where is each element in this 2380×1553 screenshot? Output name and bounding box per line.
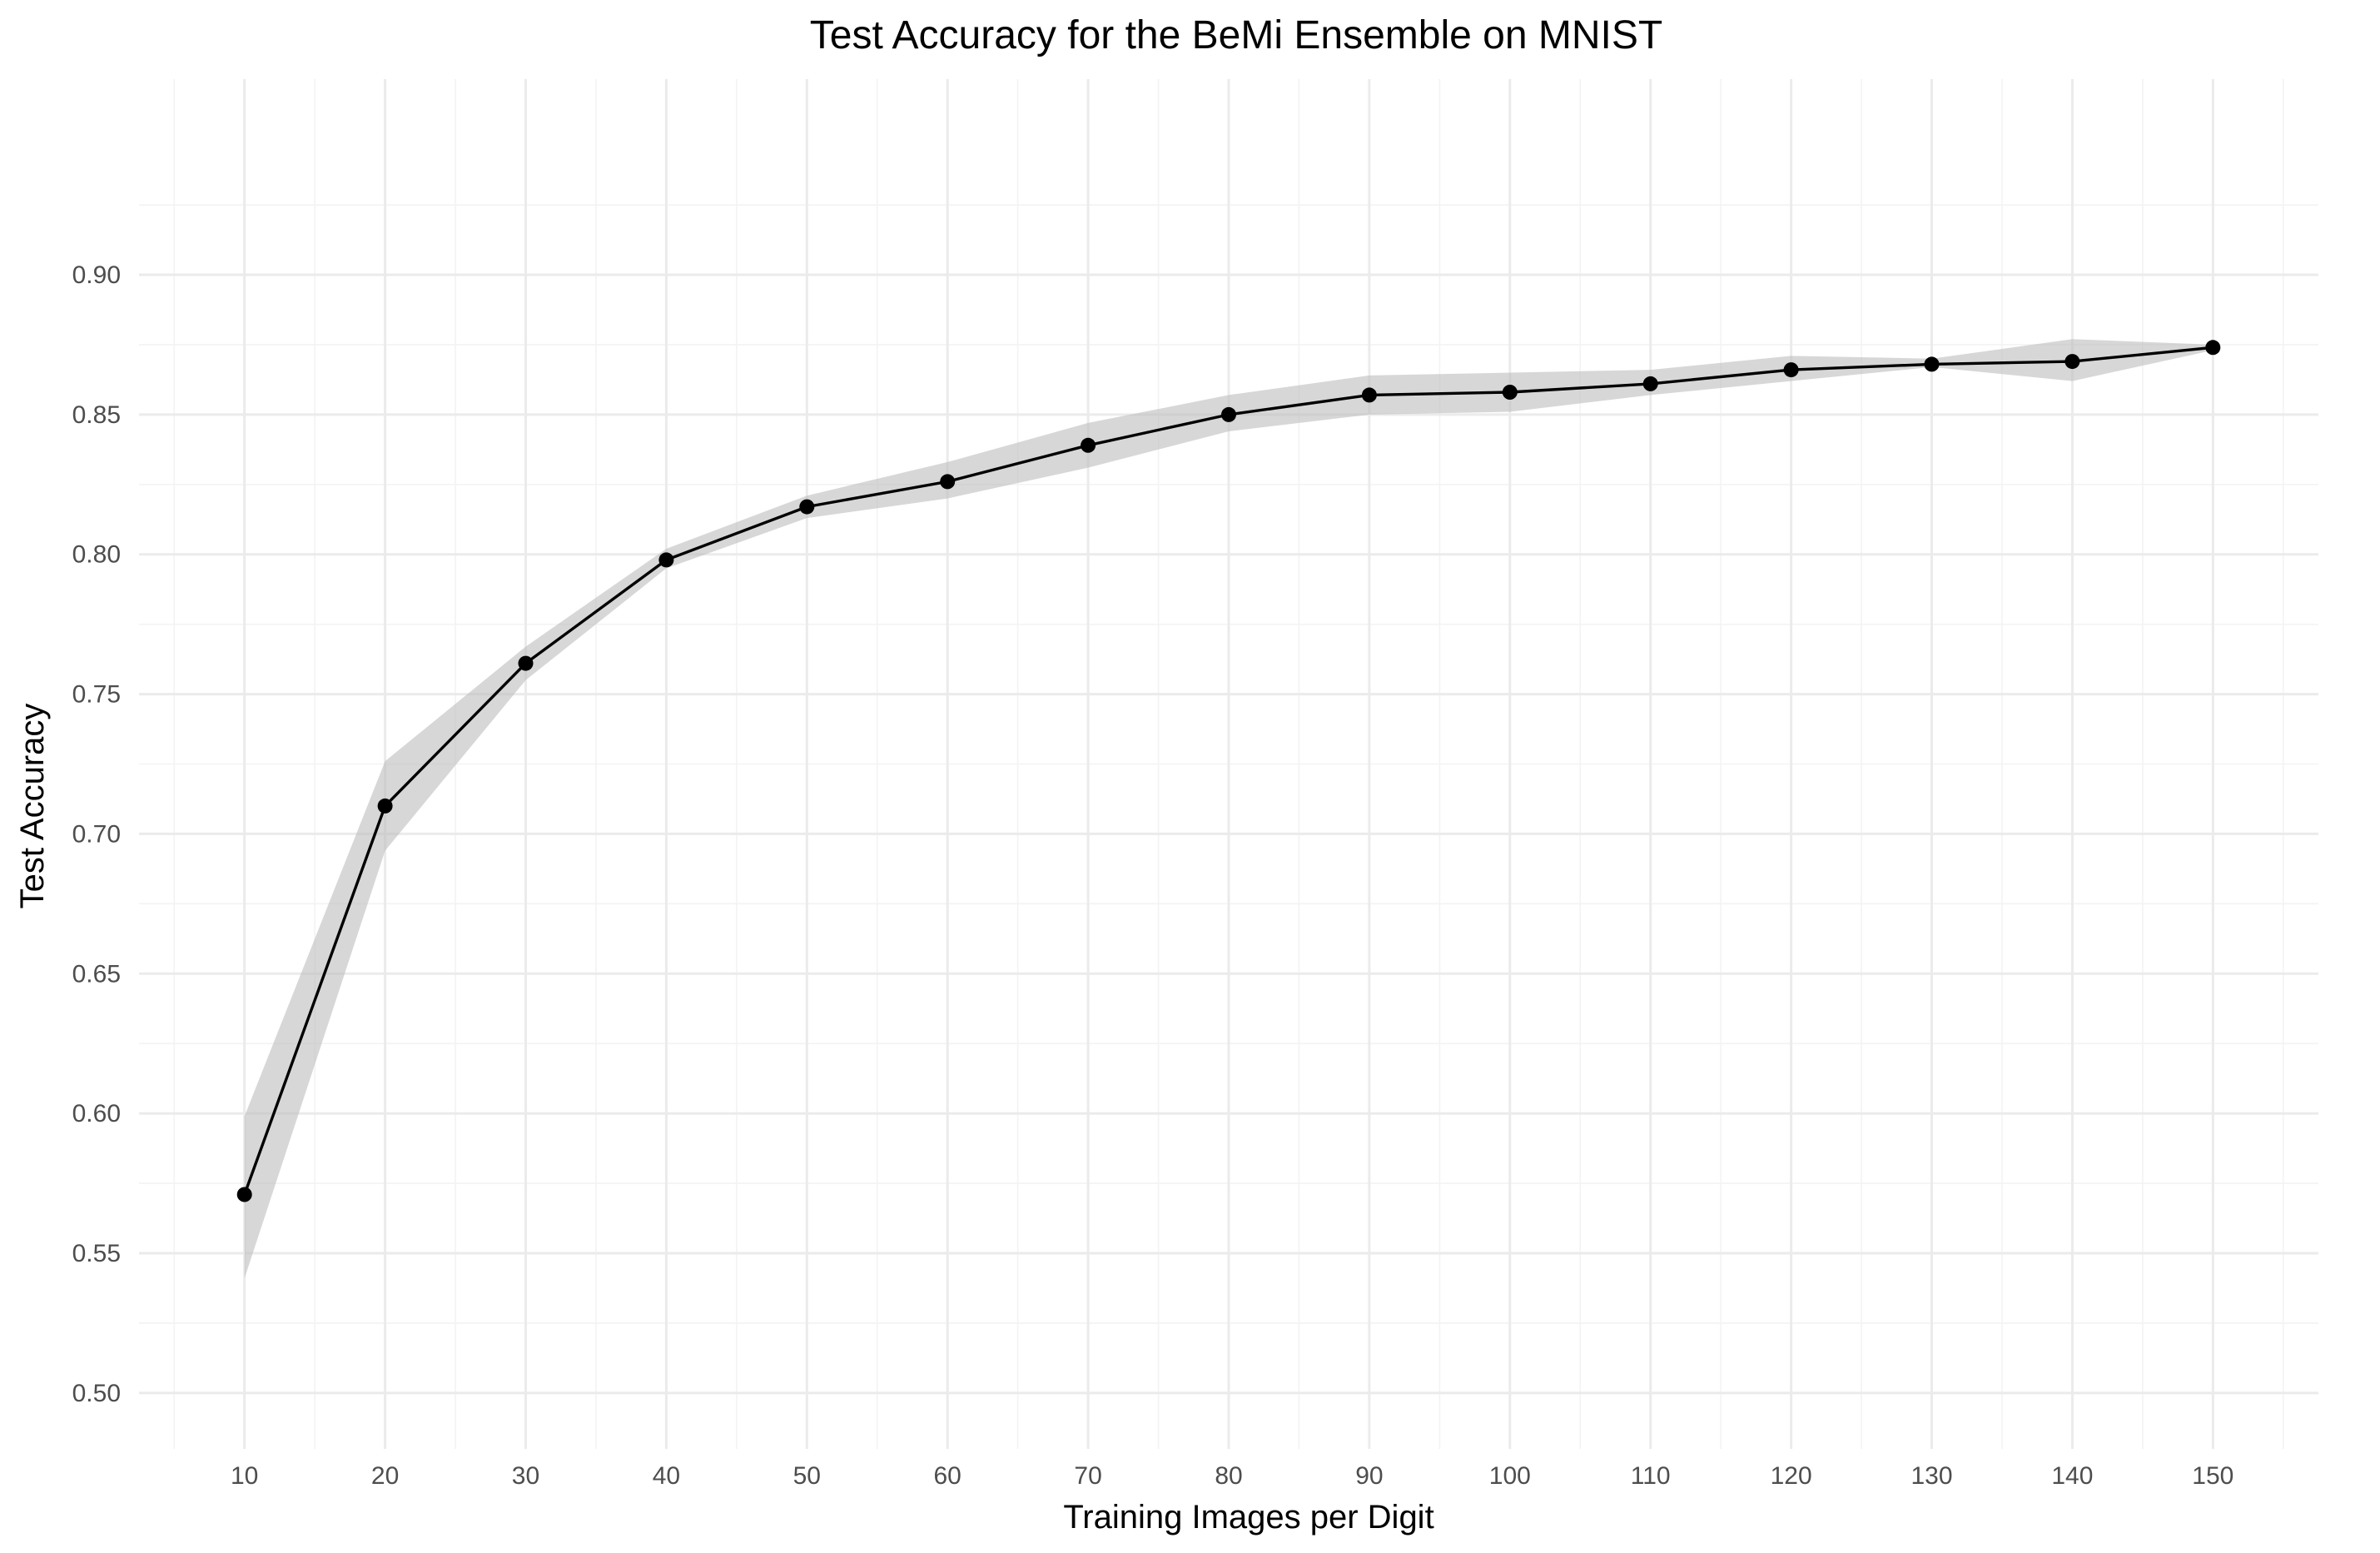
y-tick-label: 0.50 (72, 1380, 121, 1407)
x-axis-ticks: 10 20 30 40 50 60 70 80 90 100 110 120 130 140 150 (231, 1462, 2233, 1490)
data-point (1502, 385, 1518, 400)
y-tick-label: 0.70 (72, 820, 121, 848)
x-tick-label: 10 (231, 1462, 258, 1490)
y-tick-label: 0.60 (72, 1100, 121, 1127)
x-tick-label: 130 (1910, 1462, 1952, 1490)
x-tick-label: 50 (793, 1462, 821, 1490)
y-tick-label: 0.55 (72, 1240, 121, 1267)
x-tick-label: 30 (512, 1462, 539, 1490)
data-point (799, 499, 815, 515)
data-point (1361, 387, 1377, 403)
x-tick-label: 90 (1355, 1462, 1383, 1490)
data-point (940, 474, 956, 490)
x-tick-label: 40 (653, 1462, 680, 1490)
x-tick-label: 70 (1074, 1462, 1101, 1490)
data-point (1221, 406, 1236, 422)
data-points (236, 340, 2221, 1202)
y-tick-label: 0.80 (72, 541, 121, 569)
x-tick-label: 120 (1771, 1462, 1812, 1490)
x-tick-label: 140 (2051, 1462, 2093, 1490)
y-axis-ticks: 0.50 0.55 0.60 0.65 0.70 0.75 0.80 0.85 0.90 (72, 261, 121, 1407)
data-point (377, 798, 393, 814)
y-tick-label: 0.65 (72, 960, 121, 988)
y-axis-title: Test Accuracy (14, 704, 51, 909)
x-tick-label: 100 (1489, 1462, 1531, 1490)
data-point (2205, 340, 2221, 356)
data-point (2064, 354, 2080, 370)
data-point (518, 655, 534, 671)
x-tick-label: 150 (2192, 1462, 2233, 1490)
x-tick-label: 20 (371, 1462, 399, 1490)
gridlines (139, 79, 2318, 1449)
data-point (1081, 437, 1096, 453)
x-axis-title: Training Images per Digit (1063, 1499, 1433, 1536)
data-point (1642, 376, 1658, 391)
x-tick-label: 60 (934, 1462, 961, 1490)
y-tick-label: 0.90 (72, 261, 121, 289)
data-point (658, 552, 674, 568)
y-tick-label: 0.75 (72, 681, 121, 709)
data-point (1783, 362, 1799, 378)
data-point (1924, 356, 1940, 372)
data-point (236, 1187, 252, 1202)
chart-title: Test Accuracy for the BeMi Ensemble on M… (810, 13, 1662, 57)
y-tick-label: 0.85 (72, 401, 121, 429)
x-tick-label: 110 (1631, 1462, 1671, 1490)
x-tick-label: 80 (1215, 1462, 1242, 1490)
